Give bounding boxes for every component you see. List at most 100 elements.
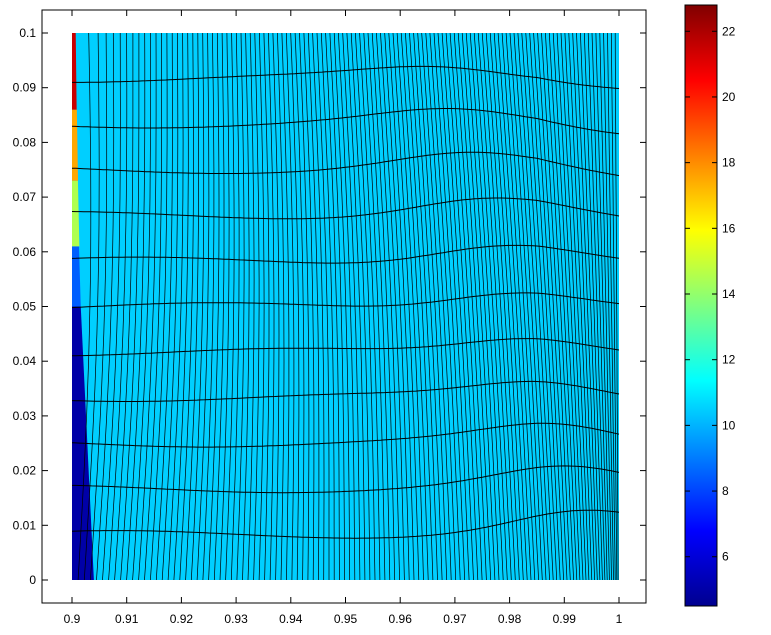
mesh-line — [71, 197, 620, 220]
mesh-line — [521, 32, 554, 581]
mesh-line — [469, 32, 504, 581]
mesh-line — [392, 32, 420, 581]
mesh-line — [303, 32, 315, 581]
mesh-line — [425, 32, 457, 581]
mesh-line — [481, 32, 516, 581]
mesh-line — [72, 65, 620, 89]
mesh-line — [449, 32, 483, 581]
mesh-line — [167, 32, 184, 581]
y-axis: 0 0.01 0.02 0.03 0.04 0.05 0.06 0.07 0.08 0.09 0.1 — [13, 26, 646, 587]
mesh-line — [501, 32, 536, 581]
x-tick-label: 0.98 — [498, 612, 522, 626]
mesh-line — [599, 32, 612, 581]
y-tick-label: 0.1 — [19, 26, 36, 40]
mesh-line — [71, 151, 620, 177]
mesh-line — [388, 32, 415, 581]
mesh-line — [196, 32, 210, 581]
mesh-line — [396, 32, 424, 581]
x-tick-label: 0.97 — [443, 612, 467, 626]
left-edge-band — [72, 246, 81, 307]
y-tick-label: 0.02 — [13, 464, 37, 478]
mesh-line — [429, 32, 461, 581]
mesh-line — [587, 32, 606, 581]
x-tick-label: 1 — [616, 612, 623, 626]
mesh-line — [294, 32, 305, 581]
mesh-line — [225, 32, 235, 581]
mesh-line — [71, 292, 620, 309]
mesh-line — [253, 32, 260, 581]
mesh-line — [230, 32, 240, 581]
colorbar-tick-label: 10 — [722, 418, 736, 432]
mesh-line — [505, 32, 539, 581]
mesh-line — [71, 422, 620, 448]
mesh-line — [202, 32, 215, 581]
y-tick-label: 0.09 — [13, 81, 37, 95]
mesh-line — [421, 32, 452, 581]
mesh-line — [607, 32, 616, 581]
x-tick-label: 0.99 — [553, 612, 577, 626]
mesh-line — [572, 32, 595, 581]
y-tick-label: 0 — [29, 573, 36, 587]
left-edge-band — [72, 109, 79, 181]
mesh-line — [493, 32, 528, 581]
mesh-line — [517, 32, 550, 581]
x-tick-label: 0.92 — [170, 612, 194, 626]
x-tick-label: 0.93 — [224, 612, 248, 626]
mesh-line — [409, 32, 438, 581]
mesh-line — [71, 380, 620, 402]
mesh-line — [603, 32, 614, 581]
mesh-line — [552, 32, 581, 581]
mesh-line — [281, 32, 290, 581]
colorbar-tick-label: 16 — [722, 221, 736, 235]
mesh-line — [541, 32, 571, 581]
mesh-line — [453, 32, 487, 581]
x-tick-label: 0.9 — [64, 612, 81, 626]
mesh-line — [138, 32, 157, 581]
mesh-line — [299, 32, 310, 581]
colorbar-tick-label: 6 — [722, 550, 729, 564]
mesh-line — [529, 32, 561, 581]
mesh-line — [595, 32, 610, 581]
mesh-line — [457, 32, 492, 581]
y-tick-label: 0.03 — [13, 409, 37, 423]
mesh-line — [96, 32, 115, 581]
x-tick-label: 0.95 — [334, 612, 358, 626]
mesh-line — [533, 32, 564, 581]
colorbar-scale — [684, 4, 718, 607]
mesh-line — [580, 32, 601, 581]
mesh-line — [333, 32, 351, 581]
mesh-line — [316, 32, 330, 580]
mesh-line — [610, 32, 618, 581]
x-tick-label: 0.91 — [115, 612, 139, 626]
mesh-line — [614, 32, 619, 581]
mesh-line — [513, 32, 547, 581]
colorbar-tick-label: 14 — [722, 287, 736, 301]
mesh-line — [173, 32, 189, 581]
mesh-line — [219, 32, 230, 581]
mesh-line — [126, 32, 146, 581]
mesh-line — [208, 32, 220, 581]
mesh-line — [564, 32, 590, 581]
mesh-line — [132, 32, 151, 581]
mesh-line — [445, 32, 479, 581]
mesh-line — [433, 32, 466, 581]
mesh-line — [473, 32, 508, 581]
mesh-line — [114, 33, 134, 581]
mesh-line — [190, 32, 205, 581]
colorbar-tick-label: 12 — [722, 353, 736, 367]
colorbar-ticks: 6 8 10 12 14 16 18 20 22 — [685, 24, 736, 564]
mesh-line — [548, 32, 578, 581]
mesh-line — [576, 32, 598, 581]
mesh-line — [71, 509, 620, 539]
mesh-line — [179, 32, 194, 581]
mesh-line — [400, 32, 429, 581]
colorbar-tick-label: 22 — [722, 24, 736, 38]
mesh-line — [417, 32, 448, 581]
mesh-line — [461, 32, 496, 581]
mesh-line — [120, 33, 140, 581]
mesh-line — [560, 32, 587, 581]
mesh-line — [307, 32, 320, 581]
colorbar-tick-label: 18 — [722, 156, 736, 170]
mesh-line — [437, 32, 470, 581]
